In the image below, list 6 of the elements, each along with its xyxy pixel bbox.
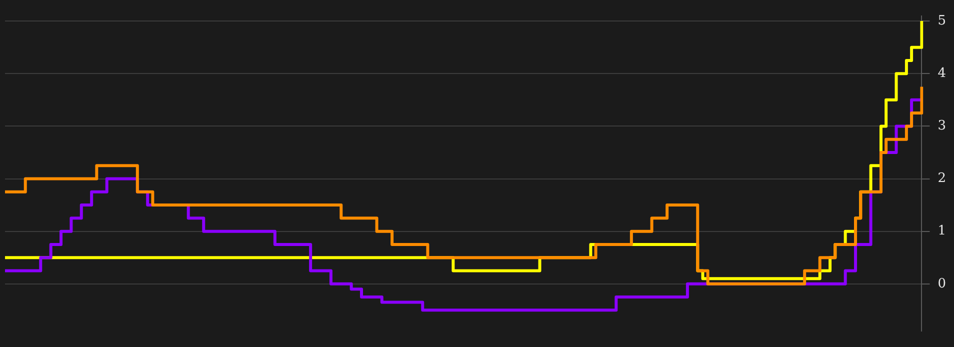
y-tick-label: 5 <box>938 13 946 28</box>
y-tick-label: 1 <box>938 224 946 239</box>
y-tick-label: 3 <box>938 118 946 134</box>
y-tick-label: 4 <box>938 66 946 81</box>
y-tick-label: 2 <box>938 171 946 186</box>
y-tick-label: 0 <box>938 276 946 292</box>
